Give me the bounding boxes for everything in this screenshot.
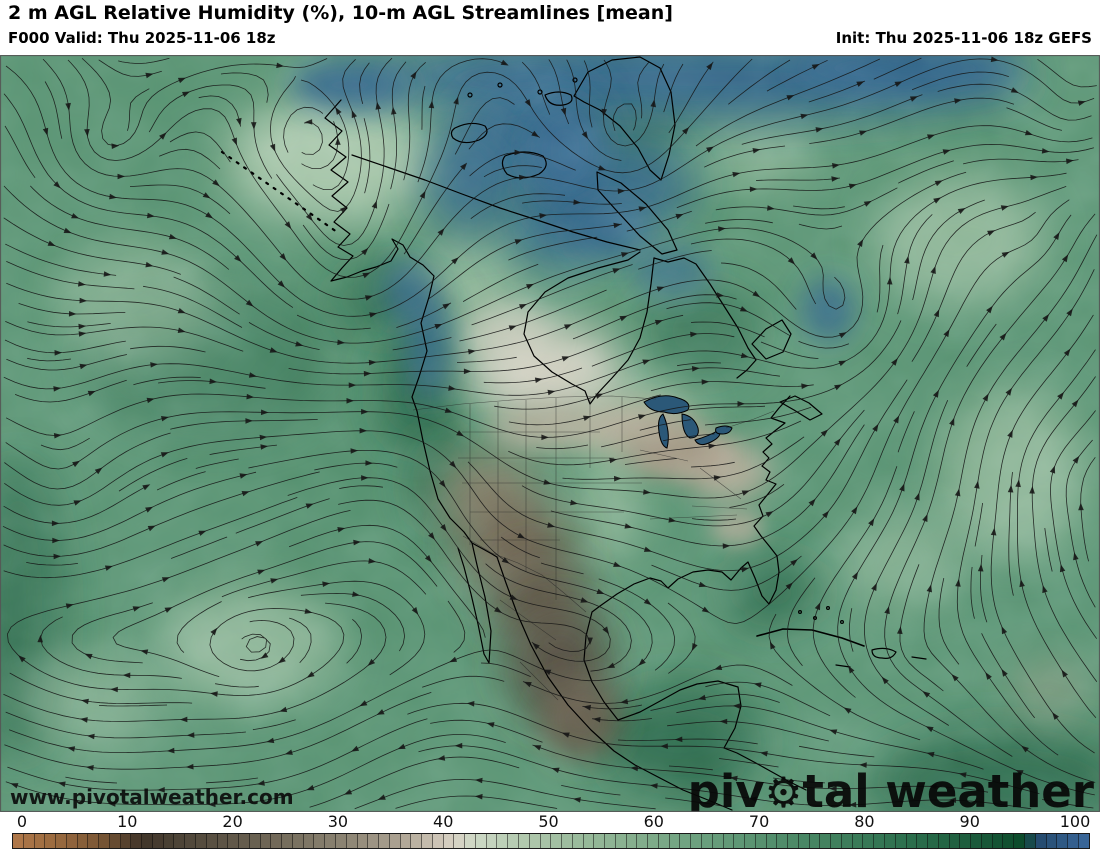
streamline-paths	[2, 57, 1098, 810]
brand-text-pre: piv	[688, 765, 765, 812]
colorbar-tick: 50	[538, 812, 559, 831]
map-subheader: F000 Valid: Thu 2025-11-06 18z Init: Thu…	[8, 29, 1092, 47]
humidity-field-layer	[0, 55, 1100, 812]
colorbar-tick: 30	[327, 812, 349, 831]
colorbar-tick: 100	[1059, 812, 1091, 831]
borders-layer	[412, 395, 775, 701]
colorbar-ticks: 0 10 20 30 40 50 60 70 80 90 100	[0, 812, 1100, 832]
colorbar-tick: 90	[959, 812, 980, 831]
colorbar-tick: 70	[748, 812, 770, 831]
gear-icon: ⚙	[765, 768, 803, 812]
colorbar-tick: 10	[117, 812, 138, 831]
colorbar-tick: 40	[433, 812, 454, 831]
colorbar-tick: 0	[16, 812, 28, 831]
map-header: 2 m AGL Relative Humidity (%), 10-m AGL …	[0, 0, 1100, 55]
brand-text-post: tal weather	[802, 765, 1094, 812]
map-border	[0, 55, 1100, 812]
coastlines-layer	[220, 56, 927, 811]
colorbar	[12, 833, 1090, 849]
map-title: 2 m AGL Relative Humidity (%), 10-m AGL …	[8, 2, 673, 24]
colorbar-tick: 80	[854, 812, 875, 831]
weather-map: www.pivotalweather.com piv⚙tal weather	[0, 55, 1100, 812]
streamlines-layer	[2, 56, 1098, 810]
colorbar-tick: 60	[643, 812, 664, 831]
watermark-url: www.pivotalweather.com	[10, 785, 294, 809]
colorbar-tick: 20	[222, 812, 243, 831]
init-time-label: Init: Thu 2025-11-06 18z GEFS	[835, 29, 1092, 47]
brand-watermark: piv⚙tal weather	[688, 765, 1095, 812]
weather-map-svg: www.pivotalweather.com piv⚙tal weather	[0, 55, 1100, 812]
valid-time-label: F000 Valid: Thu 2025-11-06 18z	[8, 29, 276, 47]
